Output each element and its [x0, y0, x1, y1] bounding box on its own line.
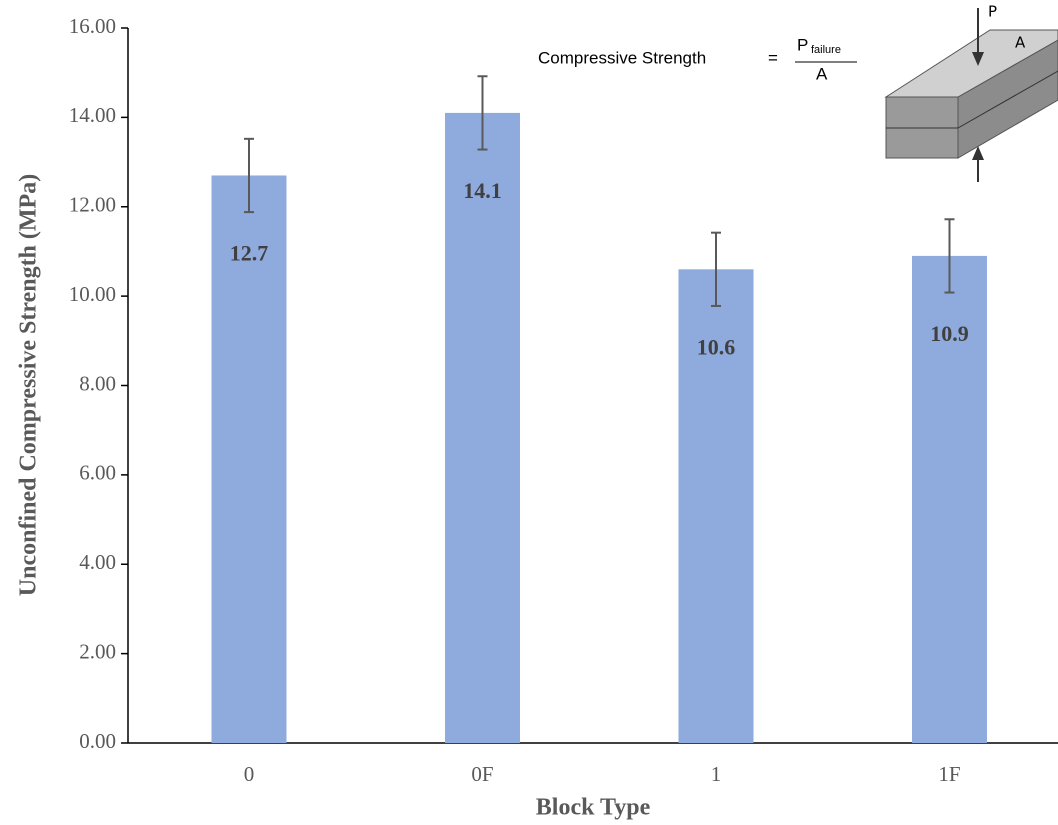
formula-denominator: A [816, 64, 828, 83]
inset-label: A [1015, 34, 1026, 52]
y-tick-label: 2.00 [79, 639, 116, 663]
formula-subscript: failure [811, 44, 841, 56]
y-tick-label: 4.00 [79, 550, 116, 574]
formula-label: Compressive Strength [538, 48, 706, 67]
y-tick-label: 6.00 [79, 461, 116, 485]
data-label: 12.7 [230, 241, 269, 266]
inset-label: P [988, 3, 997, 21]
y-tick-label: 12.00 [69, 193, 116, 217]
page: P A Compressive Strength = P failure A B… [0, 0, 1058, 825]
data-label: 10.9 [930, 321, 969, 346]
chart: P A Compressive Strength = P failure A B… [0, 0, 1058, 825]
y-tick-label: 10.00 [69, 282, 116, 306]
y-tick-label: 8.00 [79, 371, 116, 395]
y-tick-label: 16.00 [69, 14, 116, 38]
y-axis-title: Unconfined Compressive Strength (MPa) [16, 174, 42, 596]
x-tick-label: 0F [471, 762, 493, 786]
data-label: 10.6 [697, 334, 736, 359]
x-axis-title: Block Type [536, 795, 651, 821]
formula-numerator: P [797, 35, 808, 54]
x-tick-label: 1F [938, 762, 960, 786]
inset-diagram: P A [886, 3, 1058, 183]
x-tick-label: 0 [244, 762, 255, 786]
bar [445, 113, 520, 743]
x-tick-label: 1 [711, 762, 722, 786]
formula-equals: = [768, 48, 778, 67]
y-tick-label: 14.00 [69, 103, 116, 127]
data-label: 14.1 [463, 178, 502, 203]
y-tick-label: 0.00 [79, 729, 116, 753]
